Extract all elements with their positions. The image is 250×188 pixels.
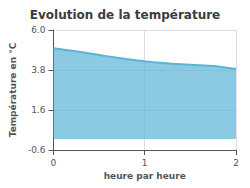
svg-text:1: 1 [142, 158, 148, 168]
svg-text:heure par heure: heure par heure [104, 171, 186, 181]
svg-text:0: 0 [51, 158, 57, 168]
svg-text:Evolution de la température: Evolution de la température [30, 8, 221, 22]
svg-text:3.8: 3.8 [31, 65, 46, 75]
svg-text:2: 2 [233, 158, 239, 168]
svg-text:6.0: 6.0 [31, 25, 46, 35]
svg-text:1.6: 1.6 [31, 105, 46, 115]
svg-text:Température en °C: Température en °C [8, 42, 18, 137]
svg-text:-0.6: -0.6 [28, 145, 46, 155]
